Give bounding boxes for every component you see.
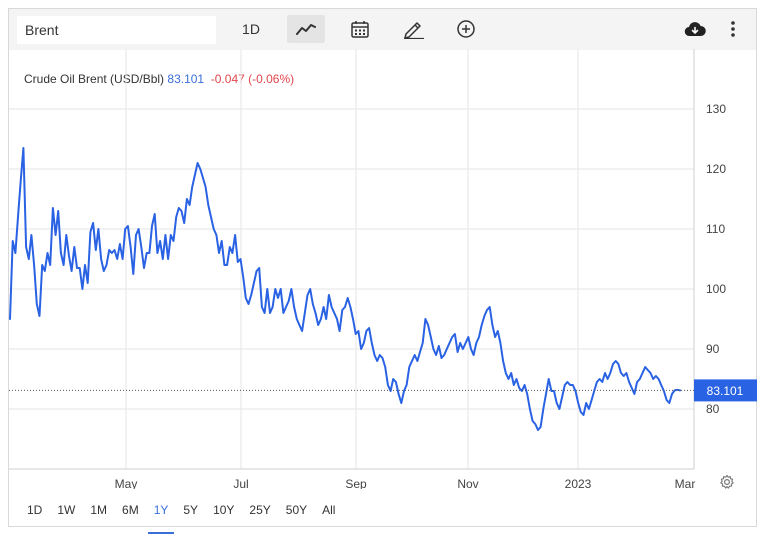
range-button-1m[interactable]: 1M: [90, 503, 108, 517]
draw-button[interactable]: [401, 15, 427, 43]
add-indicator-button[interactable]: [455, 15, 477, 43]
gear-icon[interactable]: [719, 474, 735, 490]
y-tick-label: 100: [706, 282, 726, 296]
range-button-10y[interactable]: 10Y: [213, 503, 235, 517]
x-tick-label: Jul: [233, 477, 248, 489]
range-button-1w[interactable]: 1W: [57, 503, 76, 517]
plus-circle-icon: [457, 20, 475, 38]
range-button-5y[interactable]: 5Y: [183, 503, 199, 517]
y-tick-label: 130: [706, 102, 726, 116]
price-chart[interactable]: 130 120 110 100 90 80 May Jul Sep Nov 2023 Mar 83.10…: [9, 9, 758, 489]
y-tick-label: 110: [706, 222, 725, 236]
x-tick-label: Mar: [675, 477, 696, 489]
y-tick-label: 80: [706, 402, 720, 416]
y-tick-label: 120: [706, 162, 726, 176]
x-tick-label: Sep: [345, 477, 367, 489]
chart-title: Crude Oil Brent (USD/Bbl): [24, 72, 165, 86]
last-price-label: 83.101: [707, 384, 744, 398]
time-range-selector: 1D 1W 1M 6M 1Y 5Y 10Y 25Y 50Y All: [21, 499, 344, 534]
line-chart-button[interactable]: [287, 15, 325, 43]
line-chart-icon: [296, 24, 316, 35]
more-options-button[interactable]: [723, 15, 743, 43]
x-tick-label: Nov: [457, 477, 478, 489]
pencil-icon: [404, 22, 424, 39]
y-tick-label: 90: [706, 342, 720, 356]
current-price: 83.101: [167, 72, 205, 86]
interval-button[interactable]: 1D: [233, 15, 269, 43]
range-button-50y[interactable]: 50Y: [285, 503, 308, 517]
range-button-6m[interactable]: 6M: [122, 503, 139, 517]
chart-toolbar: 1D: [9, 9, 756, 50]
x-tick-label: 2023: [565, 477, 592, 489]
range-button-1d[interactable]: 1D: [27, 503, 43, 517]
chart-widget: 1D: [8, 8, 758, 534]
range-button-25y[interactable]: 25Y: [249, 503, 271, 517]
range-button-all[interactable]: All: [322, 503, 336, 517]
download-button[interactable]: [683, 15, 707, 43]
calendar-icon: [351, 21, 369, 38]
range-button-1y[interactable]: 1Y: [147, 499, 175, 534]
x-tick-label: May: [115, 477, 138, 489]
chart-title-row: Crude Oil Brent (USD/Bbl) 83.101 -0.047 …: [24, 72, 294, 86]
more-vertical-icon: [731, 21, 735, 37]
price-change: -0.047 (-0.06%): [210, 72, 295, 86]
interval-label: 1D: [242, 21, 260, 37]
price-line: [9, 147, 681, 431]
last-price-badge: [694, 379, 757, 402]
calendar-button[interactable]: [347, 15, 373, 43]
symbol-search-input[interactable]: [17, 16, 216, 44]
cloud-download-icon: [684, 22, 706, 37]
